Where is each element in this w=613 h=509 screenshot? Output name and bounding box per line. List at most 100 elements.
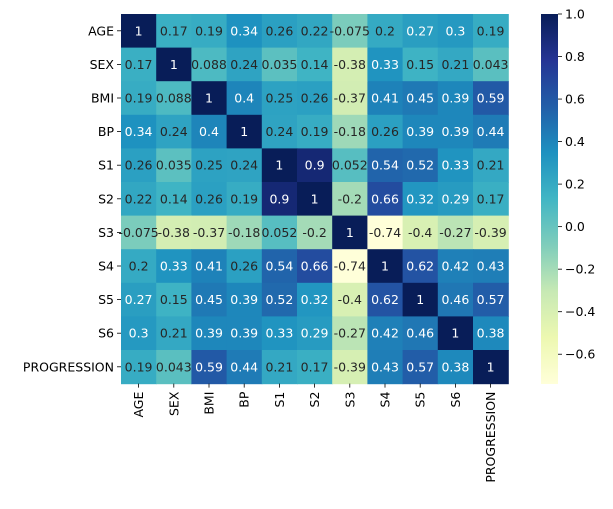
cell-value-label: -0.39 [334,359,366,374]
y-tick-label-s6: S6 [98,326,114,341]
heatmap-cell-age-bmi [191,14,228,49]
heatmap-cell-age-s1 [261,14,298,49]
heatmap-cell-s3-s3 [332,215,368,250]
cell-value-label: 0.3 [445,23,465,38]
heatmap-cell-sex-s6 [437,47,474,82]
heatmap-cell-s2-bp [226,182,263,217]
colorbar-tick-label: 0.2 [565,177,585,192]
cell-value-label: 0.088 [156,91,192,106]
heatmap-cell-s4-s6 [437,249,474,284]
cell-value-label: -0.075 [330,23,370,38]
y-tick-label-s4: S4 [98,259,114,274]
cell-value-label: 0.42 [371,326,399,341]
cell-value-label: 1 [381,259,389,274]
cell-value-label: 0.52 [406,158,434,173]
heatmap-cell-age-progression [473,14,509,49]
y-tick-label-progression: PROGRESSION [23,359,114,374]
cell-value-label: 0.24 [160,124,188,139]
cell-value-label: 0.43 [477,259,505,274]
heatmap-cell-sex-s2 [297,47,333,82]
heatmap-cell-progression-s2 [297,350,333,385]
x-tick-label-s5: S5 [413,392,428,408]
colorbar-tick-label: 0.0 [565,219,585,234]
heatmap-cell-bmi-bp [226,81,263,116]
heatmap-cell-progression-age [121,350,157,385]
cell-value-label: 0.38 [477,326,505,341]
cell-value-label: 0.21 [265,359,293,374]
heatmap-cell-s2-s1 [261,182,298,217]
cell-value-label: -0.27 [334,326,366,341]
heatmap-cell-s5-progression [473,282,509,317]
colorbar-tick-label: 0.6 [565,92,585,107]
heatmap-cell-s4-s2 [297,249,333,284]
cell-value-label: -0.27 [439,225,471,240]
cell-value-label: 0.21 [160,326,188,341]
heatmap-cell-s5-s3 [332,282,368,317]
cell-value-label: 0.39 [441,91,469,106]
cell-value-label: 1 [275,158,283,173]
cell-value-label: 0.25 [265,91,293,106]
cell-value-label: 1 [451,326,459,341]
cell-value-label: 0.62 [406,259,434,274]
heatmap-cell-s4-progression [473,249,509,284]
cell-value-label: 0.22 [301,23,329,38]
cell-value-label: 0.54 [371,158,399,173]
cell-value-label: 0.26 [301,91,329,106]
cell-value-label: 0.57 [477,292,505,307]
heatmap-cell-s1-s6 [437,148,474,183]
cell-value-label: 0.14 [301,57,329,72]
cell-value-label: 0.21 [441,57,469,72]
cell-value-label: -0.075 [118,225,158,240]
heatmap-cell-sex-s4 [367,47,404,82]
y-axis: AGE SEX BMI BP S1 S2 S3 S4 S5 S6 PROGRESSION [23,23,121,374]
cell-value-label: 0.33 [371,57,399,72]
heatmap-cell-progression-s4 [367,350,404,385]
x-tick-label-s4: S4 [378,392,393,408]
colorbar-tick-label: −0.2 [565,262,595,277]
cell-value-label: 0.15 [160,292,188,307]
heatmap-cell-s4-bmi [191,249,228,284]
x-tick-label-bmi: BMI [202,392,217,415]
heatmap-cell-s1-sex [156,148,192,183]
x-tick-label-progression: PROGRESSION [483,392,498,483]
cell-value-label: -0.18 [334,124,366,139]
heatmap-cell-progression-bmi [191,350,228,385]
cell-value-label: 0.33 [441,158,469,173]
heatmap-cell-age-bp [226,14,263,49]
heatmap-cell-s4-s5 [402,249,439,284]
heatmap-cell-s6-sex [156,316,192,351]
heatmap-cell-bmi-bmi [191,81,228,116]
cell-value-label: 0.62 [371,292,399,307]
cell-value-label: 0.26 [195,191,223,206]
cell-value-label: -0.37 [193,225,225,240]
cell-value-label: 0.24 [265,124,293,139]
cell-value-label: 0.52 [265,292,293,307]
cell-value-label: 0.043 [156,359,192,374]
heatmap-cell-s1-s1 [261,148,298,183]
heatmap-cell-s3-s2 [297,215,333,250]
cell-value-label: 0.19 [125,359,153,374]
heatmap-cells [121,14,509,385]
colorbar-tick-label: 0.8 [565,49,585,64]
colorbar-tick-label: 0.4 [565,134,585,149]
cell-value-label: -0.4 [338,292,362,307]
y-tick-label-bmi: BMI [91,91,114,106]
heatmap-cell-s5-s5 [402,282,439,317]
heatmap-cell-s6-s1 [261,316,298,351]
cell-value-label: 1 [135,23,143,38]
heatmap-cell-age-s3 [332,14,368,49]
heatmap-cell-bmi-sex [156,81,192,116]
heatmap-cell-s3-s6 [437,215,474,250]
heatmap-cell-progression-s5 [402,350,439,385]
cell-value-label: 1 [205,91,213,106]
heatmap-cell-bp-s6 [437,114,474,149]
colorbar-tick-label: −0.6 [565,347,595,362]
cell-value-label: 0.27 [125,292,153,307]
heatmap-cell-sex-progression [473,47,509,82]
heatmap-cell-s6-age [121,316,157,351]
cell-value-label: 0.17 [160,23,188,38]
heatmap-cell-s3-s4 [367,215,404,250]
cell-value-label: 0.15 [406,57,434,72]
heatmap-cell-s1-bp [226,148,263,183]
